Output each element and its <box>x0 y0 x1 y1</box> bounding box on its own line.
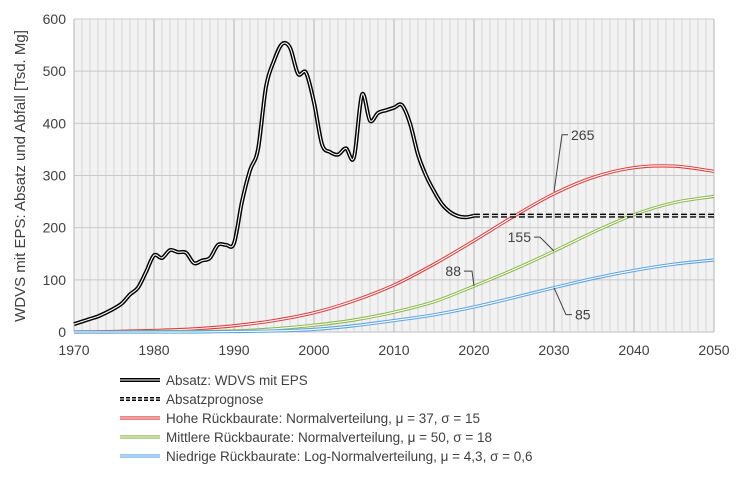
y-axis-label: WDVS mit EPS: Absatz und Abfall [Tsd. Mg… <box>12 30 29 322</box>
annotation-label: 88 <box>445 263 461 279</box>
y-tick-label: 400 <box>43 115 67 131</box>
legend-label: Niedrige Rückbaurate: Log-Normalverteilu… <box>166 449 533 464</box>
y-tick-label: 600 <box>43 11 67 27</box>
series-line-inner <box>73 165 715 333</box>
series-lines <box>73 40 715 334</box>
y-tick-label: 100 <box>43 272 67 288</box>
x-tick-label: 1990 <box>218 342 249 358</box>
legend-label: Absatz: WDVS mit EPS <box>166 373 308 388</box>
y-tick-label: 200 <box>43 220 67 236</box>
annotations: 265 155 88 85 <box>445 127 594 323</box>
annotation-label: 265 <box>571 127 595 143</box>
axis-ticks: 1970 1980 1990 2000 2010 2020 2030 2040 2050 0 100… <box>43 11 730 358</box>
legend-label: Mittlere Rückbaurate: Normalverteilung, … <box>166 430 492 445</box>
x-tick-label: 2050 <box>698 342 729 358</box>
annotation-leader <box>534 236 555 252</box>
x-tick-label: 2020 <box>458 342 489 358</box>
annotation-label: 155 <box>508 229 532 245</box>
annotation-leader <box>553 287 572 316</box>
annotation-label: 85 <box>575 307 591 323</box>
annotation-leader <box>464 270 475 287</box>
x-tick-label: 1970 <box>58 342 89 358</box>
x-tick-label: 2030 <box>538 342 569 358</box>
x-tick-label: 2000 <box>298 342 329 358</box>
y-tick-label: 300 <box>43 168 67 184</box>
grid <box>73 18 715 333</box>
y-tick-label: 0 <box>58 324 66 340</box>
legend-label: Hohe Rückbaurate: Normalverteilung, μ = … <box>166 411 480 426</box>
series-line-inner <box>73 42 475 325</box>
x-tick-label: 2040 <box>618 342 649 358</box>
y-tick-label: 500 <box>43 63 67 79</box>
x-tick-label: 1980 <box>138 342 169 358</box>
legend: Absatz: WDVS mit EPS Absatzprognose Hohe R… <box>120 373 533 464</box>
legend-label: Absatzprognose <box>166 392 264 407</box>
annotation-leader <box>553 134 568 192</box>
series-line-inner <box>74 259 715 333</box>
x-tick-label: 2010 <box>378 342 409 358</box>
